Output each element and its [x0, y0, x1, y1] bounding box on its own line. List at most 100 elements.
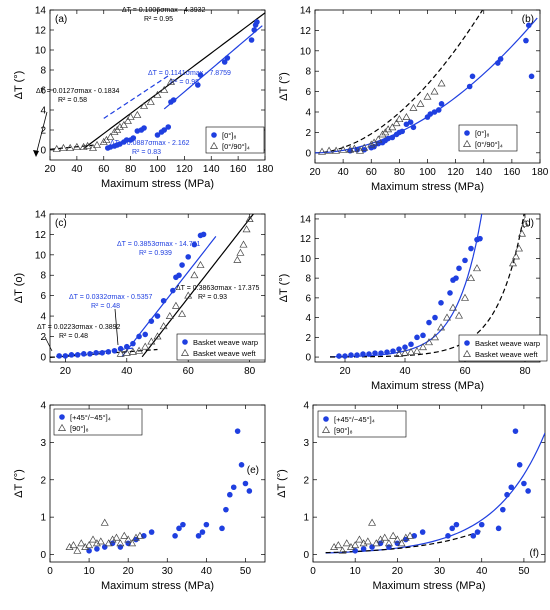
data-point-circle	[361, 146, 368, 153]
panel-tag: (c)	[55, 218, 67, 229]
data-point-circle	[68, 352, 75, 358]
fit-equation: ΔT = 0.3863σmax - 17.375	[176, 285, 259, 292]
data-point-triangle	[409, 103, 418, 111]
data-point-triangle	[351, 541, 360, 549]
x-tick-label: 160	[504, 167, 521, 178]
y-tick-label: 1	[40, 513, 46, 524]
data-point-circle	[399, 128, 405, 135]
y-tick-label: 8	[40, 66, 46, 77]
data-point-triangle	[99, 137, 108, 145]
data-point-triangle	[318, 147, 327, 155]
data-point-triangle	[437, 79, 446, 87]
legend-marker-triangle	[57, 423, 67, 431]
data-point-circle	[94, 546, 100, 552]
fit-r2: R² = 0.95	[144, 16, 173, 23]
data-point-circle	[62, 353, 69, 359]
y-tick-label: 2	[305, 128, 311, 139]
x-tick-label: 20	[44, 164, 56, 175]
data-point-triangle	[153, 332, 162, 340]
data-point-circle	[234, 428, 241, 434]
data-point-triangle	[72, 142, 81, 150]
data-point-circle	[123, 343, 130, 350]
data-point-circle	[142, 331, 149, 338]
legend-marker-triangle	[321, 425, 331, 433]
x-tick-label: 40	[476, 566, 488, 577]
data-point-circle	[435, 107, 442, 113]
data-point-triangle	[69, 541, 78, 549]
data-point-circle	[117, 345, 124, 352]
y-tick-label: 12	[300, 26, 312, 37]
legend-marker-triangle	[462, 349, 472, 357]
data-point-triangle	[436, 323, 446, 331]
panel-1: 20 40 60 80 100 120 140 160 180 0 2 4 6 8 10 12 14 Maximu…	[278, 6, 549, 194]
data-point-circle	[385, 135, 391, 142]
legend-label: Basket weave weft	[475, 350, 538, 359]
x-axis-label: Maximum stress (MPa)	[101, 178, 214, 190]
x-tick-label: 120	[176, 164, 193, 175]
y-tick-label: 4	[305, 313, 311, 324]
y-tick-label: 10	[300, 46, 312, 57]
x-axis-label: Maximum stress (MPa)	[101, 580, 214, 592]
data-point-triangle	[81, 542, 90, 550]
data-point-circle	[105, 348, 112, 355]
data-point-circle	[414, 334, 420, 341]
fit-line	[325, 432, 545, 554]
data-point-circle	[431, 109, 438, 115]
panel-2: 20 40 60 80 0 2 4 6 8 10 12 14 ΔT (o) (c) ΔT = 0.3853σ…	[13, 210, 266, 377]
data-point-circle	[336, 353, 342, 359]
x-tick-label: 50	[240, 566, 252, 577]
x-tick-label: 60	[183, 366, 195, 377]
data-point-circle	[372, 350, 378, 356]
y-tick-label: 4	[40, 106, 46, 117]
legend-marker-circle	[211, 132, 217, 138]
data-point-circle	[447, 290, 453, 296]
y-tick-label: 8	[305, 274, 311, 285]
fit-r2: R² = 0.93	[198, 294, 227, 301]
panel-4: 0 10 20 30 40 50 0 1 2 3 4 Maximum stress (MPa) ΔT (…	[13, 401, 266, 592]
panel-0: 20 40 60 80 100 120 140 160 180 0 2 4 6 8 10 12 14 Maximu…	[13, 6, 274, 191]
x-tick-label: 0	[47, 566, 53, 577]
data-point-circle	[161, 127, 168, 133]
data-point-triangle	[153, 90, 162, 98]
y-tick-label: 10	[35, 46, 47, 57]
data-point-circle	[254, 19, 260, 25]
legend-box	[53, 408, 143, 436]
x-tick-label: 0	[310, 566, 316, 577]
x-tick-label: 60	[459, 366, 471, 377]
data-point-triangle	[178, 309, 187, 317]
x-tick-label: 30	[162, 566, 174, 577]
data-point-circle	[93, 350, 99, 356]
data-point-triangle	[514, 244, 524, 252]
data-point-circle	[478, 521, 485, 528]
x-tick-label: 160	[230, 164, 247, 175]
data-point-triangle	[423, 92, 432, 100]
data-point-circle	[389, 134, 396, 141]
data-point-circle	[504, 491, 510, 498]
data-point-circle	[251, 27, 258, 33]
data-point-circle	[352, 547, 358, 554]
data-point-circle	[410, 124, 417, 131]
data-point-circle	[99, 350, 106, 356]
data-point-circle	[420, 332, 426, 339]
legend-box	[317, 410, 407, 438]
y-tick-label: 0	[305, 353, 311, 364]
data-point-circle	[219, 525, 225, 532]
panel-tag: (e)	[247, 465, 259, 476]
data-point-triangle	[360, 143, 369, 151]
data-point-triangle	[123, 116, 132, 124]
panel-5: 0 10 20 30 40 50 0 1 2 3 4 Maximum stress (MPa) ΔT (…	[276, 401, 546, 592]
x-tick-label: 10	[350, 566, 362, 577]
x-tick-label: 20	[392, 566, 404, 577]
data-point-triangle	[380, 533, 389, 541]
y-tick-label: 0	[40, 550, 46, 561]
fit-r2: R² = 0.58	[58, 97, 87, 104]
data-point-circle	[246, 488, 253, 494]
y-tick-label: 8	[40, 271, 46, 282]
data-point-circle	[453, 521, 460, 528]
y-tick-label: 2	[305, 333, 311, 344]
data-point-circle	[521, 480, 527, 487]
data-point-triangle	[430, 333, 440, 341]
data-point-circle	[176, 525, 182, 532]
data-point-circle	[230, 484, 237, 491]
